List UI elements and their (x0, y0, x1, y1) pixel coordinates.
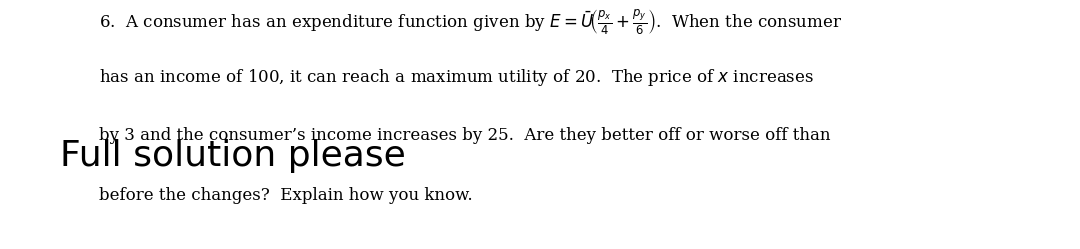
Text: 6.  A consumer has an expenditure function given by $E = \bar{U}\!\left(\frac{p_: 6. A consumer has an expenditure functio… (99, 7, 842, 37)
Text: by 3 and the consumer’s income increases by 25.  Are they better off or worse of: by 3 and the consumer’s income increases… (99, 127, 831, 144)
Text: before the changes?  Explain how you know.: before the changes? Explain how you know… (99, 187, 473, 204)
Text: has an income of 100, it can reach a maximum utility of 20.  The price of $x$ in: has an income of 100, it can reach a max… (99, 67, 814, 88)
Text: Full solution please: Full solution please (60, 139, 406, 174)
